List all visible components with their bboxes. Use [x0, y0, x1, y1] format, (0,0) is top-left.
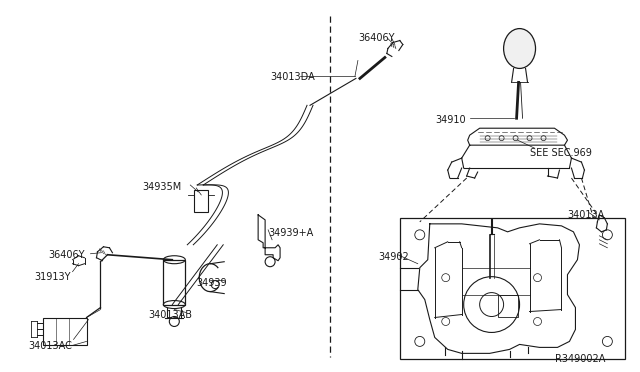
Text: 31913Y: 31913Y [35, 272, 71, 282]
Bar [400, 218, 625, 359]
Text: 36406Y: 36406Y [49, 250, 85, 260]
Bar [498, 295, 518, 317]
Text: R349002A: R349002A [556, 355, 606, 364]
Text: 34902: 34902 [378, 252, 408, 262]
Bar [195, 190, 208, 212]
Text: 34013AB: 34013AB [148, 310, 193, 320]
Bar [43, 318, 86, 346]
Text: 34013AC: 34013AC [29, 341, 72, 352]
Text: 36406Y: 36406Y [358, 33, 394, 42]
Text: 34013DA: 34013DA [270, 73, 315, 83]
Ellipse shape [504, 29, 536, 68]
Text: 34939+A: 34939+A [268, 228, 314, 238]
Text: 34013A: 34013A [568, 210, 605, 220]
Text: 34910: 34910 [436, 115, 467, 125]
Text: SEE SEC.969: SEE SEC.969 [529, 148, 591, 158]
Text: 34935M: 34935M [142, 182, 182, 192]
Bar [163, 260, 186, 305]
Text: 34939: 34939 [196, 278, 227, 288]
